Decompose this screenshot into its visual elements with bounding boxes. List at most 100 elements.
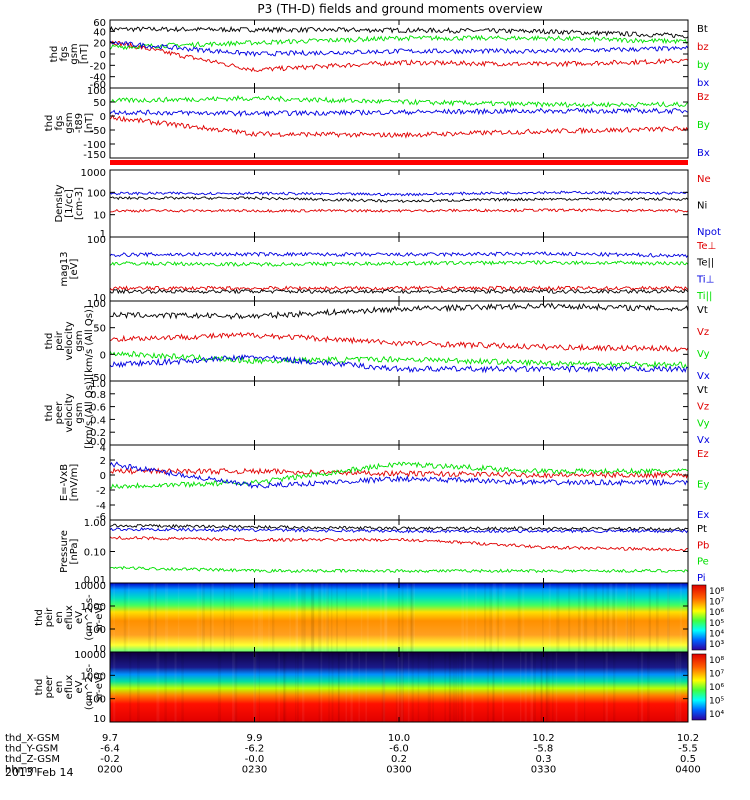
spectrogram-texture xyxy=(533,652,537,722)
y-axis-label: thd xyxy=(44,405,55,422)
y-tick-label: 20 xyxy=(93,39,106,50)
orbit-value: 0230 xyxy=(242,765,267,776)
spectrogram-texture xyxy=(686,583,689,652)
spectrogram-texture xyxy=(232,583,234,652)
spectrogram-texture xyxy=(289,583,291,652)
legend-label-Vx: Vx xyxy=(697,371,710,382)
legend-label-Bz: Bz xyxy=(697,92,709,103)
orbit-row-label: thd_X-GSM xyxy=(5,733,60,744)
spectrogram-texture xyxy=(667,583,670,652)
orbit-value: -6.4 xyxy=(100,744,120,755)
spectrogram-texture xyxy=(229,583,232,652)
spectrogram-texture xyxy=(584,652,586,722)
y-axis-label: thd xyxy=(44,115,55,132)
spectrogram-texture xyxy=(655,583,659,652)
spectrogram-texture xyxy=(605,652,608,722)
orbit-value: -6.2 xyxy=(245,744,265,755)
date-label: 2013 Feb 14 xyxy=(5,766,73,779)
spectrogram-texture xyxy=(540,652,543,722)
spectrogram-texture xyxy=(283,652,287,722)
colorbar-tick-label: 10⁵ xyxy=(709,697,724,707)
spectrogram-texture xyxy=(455,652,458,722)
colorbar-tick-label: 10³ xyxy=(709,640,724,650)
y-tick-label: -2 xyxy=(96,486,106,497)
spectrogram-texture xyxy=(201,583,203,652)
spectrogram-texture xyxy=(410,583,413,652)
legend-label-Pe: Pe xyxy=(697,557,709,568)
orbit-row-label: thd_Z-GSM xyxy=(5,754,60,765)
spectrogram-texture xyxy=(640,652,644,722)
spectrogram-texture xyxy=(260,583,264,652)
legend-label-Ex: Ex xyxy=(697,510,709,521)
spectrogram-texture xyxy=(606,583,610,652)
y-tick-label: 4 xyxy=(100,443,106,454)
y-tick-label: 1.00 xyxy=(84,518,106,529)
y-tick-label: 1000 xyxy=(81,671,106,682)
spectrogram-texture xyxy=(177,583,180,652)
spectrogram-texture xyxy=(113,652,116,722)
legend-label-Npot: Npot xyxy=(697,227,721,238)
spectrogram-texture xyxy=(156,652,160,722)
spectrogram-texture xyxy=(209,583,212,652)
spectrogram-texture xyxy=(325,583,329,652)
y-axis-label: [nPa] xyxy=(69,538,80,564)
orbit-value: 0.5 xyxy=(680,754,696,765)
legend-label-Vz: Vz xyxy=(697,327,709,338)
legend-label-bz: bz xyxy=(697,42,709,53)
y-axis-label: eflux xyxy=(64,675,75,700)
spectrogram-texture xyxy=(679,583,682,652)
legend-label-Vt: Vt xyxy=(697,305,708,316)
spectrogram-image xyxy=(110,652,688,722)
panel-3: 1000 100 10 1 Density [1/cc] [cm-3] Ne Ni Npot xyxy=(54,168,721,240)
legend-label-Te||: Te|| xyxy=(696,258,714,269)
spectrogram-texture xyxy=(465,583,469,652)
y-axis-label: fgs xyxy=(54,115,65,130)
spectrogram-texture xyxy=(302,652,305,722)
spectrogram-texture xyxy=(486,652,489,722)
y-tick-label: 0.8 xyxy=(90,390,106,401)
spectrogram-texture xyxy=(181,652,184,722)
spectrogram-texture xyxy=(460,652,464,722)
y-axis-label: gsm xyxy=(74,402,85,423)
y-axis-label: [nT] xyxy=(79,44,90,64)
spectrogram-texture xyxy=(584,583,588,652)
colorbar-tick-label: 10⁷ xyxy=(709,598,724,608)
spectrogram-texture xyxy=(411,583,414,652)
spectrogram-texture xyxy=(489,583,493,652)
orbit-row-label: hhmm xyxy=(5,765,37,776)
colorbar-tick-label: 10⁴ xyxy=(709,710,724,720)
orbit-value: -6.0 xyxy=(389,744,409,755)
y-tick-label: -60 xyxy=(90,80,106,91)
y-tick-label: 1000 xyxy=(81,602,106,613)
y-axis-label: Density xyxy=(54,184,65,222)
y-tick-label: 10 xyxy=(93,293,106,304)
legend-label-Pb: Pb xyxy=(697,540,709,551)
spectrogram-texture xyxy=(381,652,385,722)
series-line-Pb xyxy=(109,535,689,552)
spectrogram-texture xyxy=(383,652,386,722)
spectrogram-texture xyxy=(615,583,618,652)
y-axis-label: eV xyxy=(74,680,85,693)
series-line-Pe xyxy=(109,565,689,574)
legend-label-Vt: Vt xyxy=(697,385,708,396)
series-line-Ne xyxy=(109,208,689,213)
spectrogram-texture xyxy=(522,583,525,652)
spectrogram-texture xyxy=(401,583,404,652)
legend-label-Pt: Pt xyxy=(697,524,707,535)
y-tick-label: 100 xyxy=(87,235,106,246)
spectrogram-texture xyxy=(625,583,628,652)
spectrogram-texture xyxy=(318,583,322,652)
spectrogram-texture xyxy=(328,652,330,722)
legend-label-Ti⊥: Ti⊥ xyxy=(696,274,714,285)
orbit-value: -5.5 xyxy=(678,744,698,755)
spectrogram-texture xyxy=(337,652,340,722)
y-axis-label: en xyxy=(54,611,65,624)
y-tick-label: -6 xyxy=(96,512,106,523)
y-tick-label: -50 xyxy=(90,126,106,137)
y-axis-label: peer xyxy=(44,675,55,699)
y-tick-label: 2 xyxy=(100,456,106,467)
spectrogram-texture xyxy=(613,652,616,722)
spectrogram-texture xyxy=(331,583,333,652)
panel-frame xyxy=(109,380,689,446)
